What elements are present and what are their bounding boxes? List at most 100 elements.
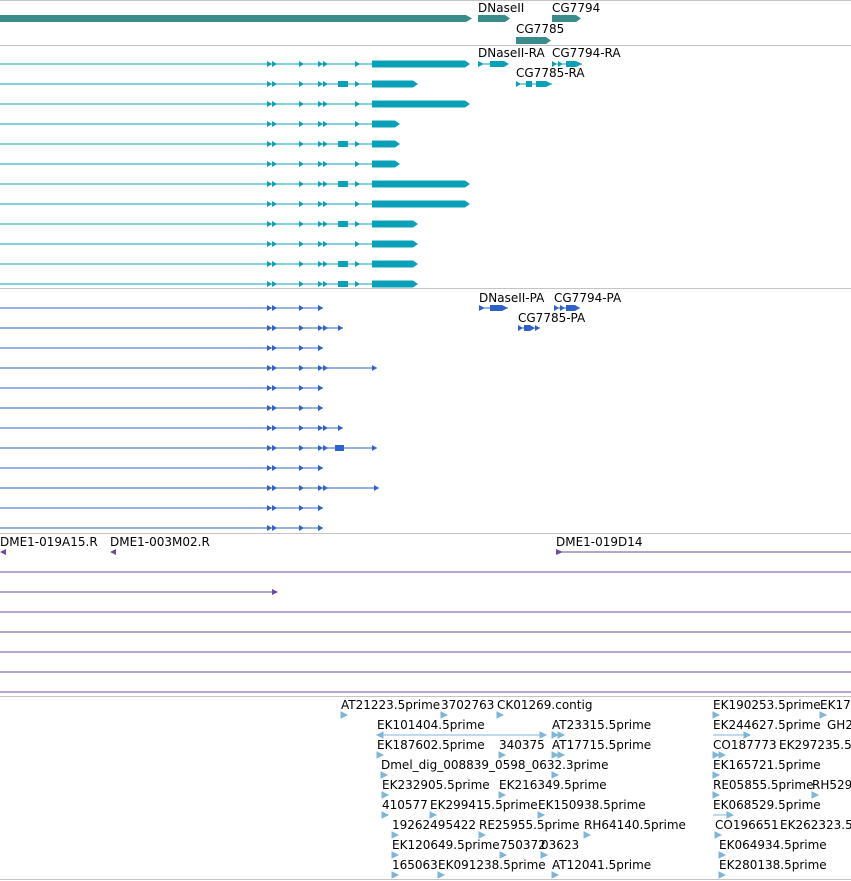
est-label: EK068529.5prime — [713, 798, 821, 812]
protein-label-dnaseii-pa: DNaseII-PA — [479, 291, 545, 305]
protein-row[interactable] — [0, 345, 323, 351]
clone-end-marker[interactable] — [0, 549, 6, 555]
est-label: EK120649.5prime — [392, 838, 500, 852]
gene-label-dnaseii: DNaseII — [478, 1, 524, 15]
gene-label-cg7794: CG7794 — [552, 1, 600, 15]
est-label: 19262495422 — [392, 818, 476, 832]
protein-row[interactable] — [0, 445, 377, 451]
est-label: EK244627.5prime — [713, 718, 821, 732]
protein-rows — [0, 305, 379, 531]
protein-row[interactable] — [0, 505, 323, 511]
protein-feature[interactable] — [479, 305, 508, 311]
est-label: 410577 — [382, 798, 428, 812]
est-label: EK299415.5prime — [430, 798, 538, 812]
protein-row[interactable] — [0, 305, 323, 311]
est-label: CO187773 — [713, 738, 777, 752]
est-label: RH529 — [812, 778, 851, 792]
transcript-feature[interactable] — [552, 61, 582, 67]
est-label: EK297235.5 — [779, 738, 851, 752]
gene-bar[interactable] — [552, 15, 581, 22]
est-label: EK165721.5prime — [713, 758, 821, 772]
clone-end-marker[interactable] — [110, 549, 116, 555]
protein-row[interactable] — [0, 405, 323, 411]
protein-row[interactable] — [0, 425, 343, 431]
transcript-track: DNaseII-RA CG7794-RA CG7785-RA — [0, 46, 621, 288]
protein-label-cg7794-pa: CG7794-PA — [554, 291, 622, 305]
protein-row[interactable] — [0, 365, 377, 371]
est-label: Dmel_dig_008839_0598_0632.3prime — [381, 758, 609, 772]
transcript-label-cg7785-ra: CG7785-RA — [516, 66, 585, 80]
transcript-row[interactable] — [0, 60, 470, 68]
est-label: 3702763 — [441, 698, 494, 712]
transcript-row[interactable] — [0, 140, 400, 148]
est-label: AT21223.5prime — [341, 698, 440, 712]
transcript-row[interactable] — [0, 260, 418, 268]
est-label: EK150938.5prime — [538, 798, 646, 812]
est-label: 750372 — [500, 838, 546, 852]
est-label: RH64140.5prime — [584, 818, 686, 832]
est-label: EK262323.5 — [780, 818, 851, 832]
gene-label-cg7785: CG7785 — [516, 22, 564, 36]
transcript-row[interactable] — [0, 240, 418, 248]
gene-bar[interactable] — [478, 15, 510, 22]
clone-label-dme1-003m02-r: DME1-003M02.R — [110, 535, 210, 549]
transcript-row[interactable] — [0, 280, 418, 288]
est-label: CO196651 — [715, 818, 779, 832]
est-label: 165063 — [392, 858, 438, 872]
est-label: EK187602.5prime — [377, 738, 485, 752]
est-label: CK01269.contig — [497, 698, 592, 712]
transcript-label-dnaseii-ra: DNaseII-RA — [478, 46, 545, 60]
est-label: EK101404.5prime — [377, 718, 485, 732]
est-label: AT23315.5prime — [552, 718, 651, 732]
protein-label-cg7785-pa: CG7785-PA — [518, 311, 586, 325]
clone-label-dme1-019a15-r: DME1-019A15.R — [0, 535, 98, 549]
est-label: RE25955.5prime — [479, 818, 580, 832]
est-label: EK280138.5prime — [719, 858, 827, 872]
protein-row[interactable] — [0, 385, 323, 391]
protein-row[interactable] — [0, 525, 323, 531]
est-label: EK190253.5prime — [713, 698, 821, 712]
est-label: 03623 — [541, 838, 579, 852]
transcript-row[interactable] — [0, 120, 400, 128]
transcript-label-cg7794-ra: CG7794-RA — [552, 46, 621, 60]
protein-row[interactable] — [0, 325, 343, 331]
protein-feature[interactable] — [518, 325, 540, 331]
gene-track: DNaseII CG7794 CG7785 — [0, 1, 600, 44]
transcript-feature[interactable] — [516, 81, 552, 87]
est-label: 340375 — [499, 738, 545, 752]
gene-feature-cg7785[interactable]: CG7785 — [516, 22, 564, 44]
est-label: EK17 — [820, 698, 851, 712]
protein-row[interactable] — [0, 485, 379, 491]
clone-label-dme1-019d14: DME1-019D14 — [556, 535, 643, 549]
est-label: EK091238.5prime — [438, 858, 546, 872]
gene-bar[interactable] — [516, 37, 551, 44]
transcript-row[interactable] — [0, 200, 470, 208]
protein-row[interactable] — [0, 465, 323, 471]
transcript-row[interactable] — [0, 180, 470, 188]
gene-bar[interactable] — [0, 15, 472, 22]
clone-feature[interactable] — [556, 549, 851, 555]
est-label: EK064934.5prime — [719, 838, 827, 852]
est-label: RE05855.5prime — [713, 778, 814, 792]
gene-feature-dnaseii[interactable]: DNaseII — [478, 1, 524, 22]
transcript-row[interactable] — [0, 100, 470, 108]
est-label: GH2 — [827, 718, 851, 732]
est-track: AT21223.5prime 3702763 CK01269.contig EK… — [340, 698, 851, 879]
transcript-row[interactable] — [0, 160, 400, 168]
transcript-row[interactable] — [0, 80, 418, 88]
protein-track: DNaseII-PA CG7794-PA CG7785-PA — [0, 291, 622, 531]
est-label: AT17715.5prime — [552, 738, 651, 752]
protein-feature[interactable] — [554, 305, 580, 311]
transcript-row[interactable] — [0, 220, 418, 228]
est-label: AT12041.5prime — [552, 858, 651, 872]
clone-track: DME1-019A15.R DME1-003M02.R DME1-019D14 — [0, 535, 851, 693]
gene-feature[interactable] — [0, 15, 472, 22]
transcript-rows — [0, 60, 470, 288]
transcript-feature[interactable] — [478, 61, 509, 67]
est-glyphs[interactable] — [340, 711, 828, 879]
clone-feature[interactable] — [0, 589, 278, 595]
gene-feature-cg7794[interactable]: CG7794 — [552, 1, 600, 22]
est-label: EK232905.5prime — [382, 778, 490, 792]
